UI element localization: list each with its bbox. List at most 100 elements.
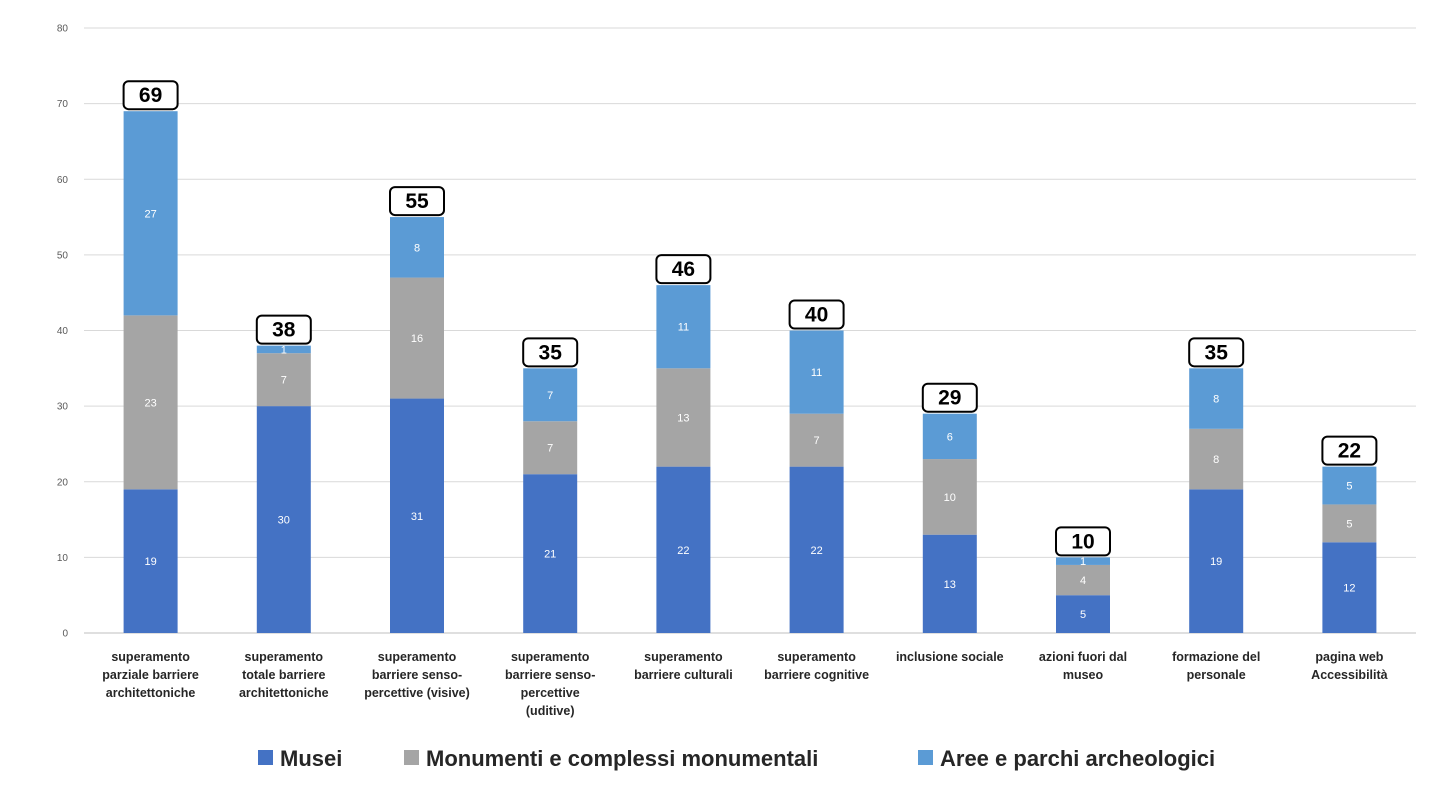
total-label-box	[389, 186, 445, 217]
total-label-box	[1188, 337, 1245, 368]
total-value-label: 40	[805, 304, 828, 327]
category-label: superamento totale barriere architettonich…	[239, 650, 329, 700]
bar-segment	[1056, 557, 1110, 565]
segment-value-label: 10	[944, 492, 956, 504]
total-value-label: 46	[672, 258, 695, 281]
total-label-box	[1321, 435, 1378, 466]
segment-value-label: 16	[411, 333, 423, 345]
legend-swatch	[258, 750, 273, 765]
y-tick-label: 80	[57, 24, 69, 35]
segment-value-label: 7	[547, 390, 553, 402]
legend-swatch	[404, 750, 419, 765]
bar-segment	[123, 111, 178, 316]
total-value-label: 38	[272, 319, 296, 342]
y-tick-label: 40	[57, 326, 69, 337]
total-value-label: 55	[405, 190, 429, 213]
y-tick-label: 0	[62, 629, 68, 640]
bar-segment	[789, 466, 844, 633]
total-label-box	[1055, 526, 1111, 557]
y-tick-label: 70	[57, 99, 69, 110]
bar-segment	[656, 285, 711, 369]
segment-value-label: 6	[947, 431, 953, 443]
category-label: pagina web Accessibilità	[1311, 650, 1387, 682]
bar-segment	[390, 277, 444, 399]
segment-value-label: 22	[677, 545, 689, 557]
total-label-box	[788, 299, 845, 330]
segment-value-label: 8	[1213, 394, 1219, 406]
segment-value-label: 12	[1343, 583, 1355, 595]
segment-value-label: 8	[1213, 454, 1219, 466]
bar-segment	[390, 398, 444, 633]
total-label-box	[522, 337, 579, 368]
category-label: azioni fuori dal museo	[1039, 650, 1127, 682]
total-value-label: 22	[1338, 440, 1361, 463]
segment-value-label: 4	[1080, 575, 1086, 587]
total-value-label: 35	[1205, 341, 1229, 364]
bar-segment	[256, 345, 311, 354]
category-label: superamento barriere cognitive	[764, 650, 869, 682]
legend-swatch	[918, 750, 933, 765]
segment-value-label: 13	[944, 579, 956, 591]
segment-value-label: 8	[414, 242, 420, 254]
category-label: superamento barriere senso-percettive (udi…	[505, 650, 595, 718]
y-tick-label: 10	[57, 553, 69, 564]
bar-segment	[789, 330, 844, 414]
legend: Musei Monumenti e complessi monumentali Ar…	[258, 746, 1215, 771]
total-label-box	[255, 314, 312, 345]
segment-value-label: 19	[1210, 556, 1222, 568]
bar-segment	[922, 413, 977, 460]
segment-value-label: 23	[144, 397, 156, 409]
category-label: superamento barriere senso-percettive (vi…	[364, 650, 470, 700]
bar-segment	[256, 353, 311, 407]
total-value-label: 10	[1071, 530, 1094, 553]
segment-value-label: 19	[144, 556, 156, 568]
bar-segment	[390, 217, 444, 278]
bar-segment	[256, 406, 311, 633]
category-label: formazione del personale	[1172, 650, 1260, 682]
bar-segment	[1189, 489, 1244, 633]
segment-value-label: 30	[278, 515, 290, 527]
legend-label: Aree e parchi archeologici	[940, 746, 1215, 771]
segment-value-label: 5	[1346, 481, 1352, 493]
bar-segment	[789, 413, 844, 467]
bar-segment	[1322, 504, 1377, 543]
bar-segment	[523, 368, 578, 422]
total-value-label: 35	[539, 341, 563, 364]
segment-value-label: 13	[677, 412, 689, 424]
segment-value-label: 1	[1080, 556, 1086, 568]
segment-value-label: 22	[810, 545, 822, 557]
bar-segment	[1056, 564, 1110, 596]
bar-segment	[1189, 368, 1244, 429]
legend-label: Monumenti e complessi monumentali	[426, 746, 818, 771]
total-value-label: 29	[938, 387, 961, 410]
bar-segment	[1322, 542, 1377, 633]
segment-value-label: 21	[544, 549, 556, 561]
bar-segment	[656, 368, 711, 467]
y-tick-label: 60	[57, 175, 69, 186]
segment-value-label: 7	[814, 435, 820, 447]
bar-segment	[1322, 466, 1377, 505]
bar-segment	[523, 421, 578, 475]
x-axis-labels: superamento parziale barriere architettoni…	[102, 650, 1387, 718]
bar-segment	[922, 459, 977, 535]
bar-segment	[123, 315, 178, 490]
segment-value-label: 11	[811, 367, 822, 379]
segment-value-label: 1	[281, 344, 287, 356]
category-label: superamento barriere culturali	[634, 650, 733, 682]
bar-segment	[922, 534, 977, 633]
total-label-box	[122, 80, 179, 111]
category-label: superamento parziale barriere architettoni…	[102, 650, 199, 700]
bar-segment	[1056, 595, 1110, 633]
bar-segment	[123, 489, 178, 633]
y-axis-ticks: 0 10 20 30 40 50 60 70 80	[57, 24, 69, 640]
segment-value-label: 5	[1346, 518, 1352, 530]
bar-segment	[1189, 428, 1244, 490]
segment-value-label: 5	[1080, 609, 1086, 621]
category-label: inclusione sociale	[896, 650, 1004, 664]
y-tick-label: 30	[57, 402, 69, 413]
legend-label: Musei	[280, 746, 342, 771]
segment-value-label: 11	[678, 322, 689, 334]
y-tick-label: 50	[57, 250, 69, 261]
segment-value-label: 27	[144, 208, 156, 220]
